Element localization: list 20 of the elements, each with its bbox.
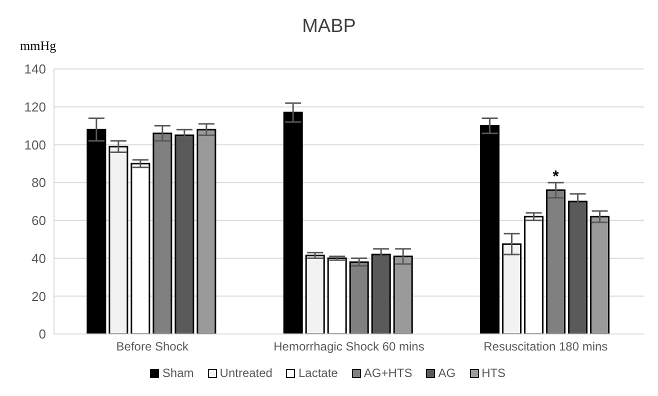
legend-label: AG+HTS: [364, 366, 412, 380]
legend-label: Untreated: [220, 366, 272, 380]
y-tick-label: 120: [24, 99, 46, 114]
x-tick-label: Hemorrhagic Shock 60 mins: [274, 340, 424, 354]
y-tick-label: 60: [32, 213, 46, 228]
y-axis-title: mmHg: [20, 38, 56, 54]
y-tick-label: 0: [38, 326, 46, 342]
y-tick-label: 80: [32, 175, 46, 190]
y-tick-label: 20: [32, 288, 46, 304]
y-tick-label: 140: [24, 62, 46, 77]
y-tick-label: 40: [32, 250, 46, 266]
legend-label: HTS: [482, 366, 506, 380]
x-tick-label: Before Shock: [116, 340, 190, 354]
legend-label: AG: [438, 366, 456, 380]
y-tick-label: 100: [24, 137, 46, 152]
x-tick-label: Resuscitation 180 mins: [484, 340, 608, 354]
legend-label: Sham: [162, 366, 194, 380]
chart-title: MABP: [301, 16, 357, 38]
annotation: *: [552, 168, 560, 186]
legend-label: Lactate: [298, 366, 338, 380]
